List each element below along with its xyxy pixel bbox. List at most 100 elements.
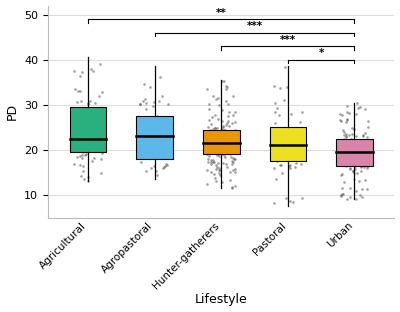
Point: [343, 133, 349, 138]
Text: **: **: [216, 8, 226, 18]
Point: [156, 99, 162, 104]
Point: [221, 138, 227, 143]
Point: [271, 201, 278, 206]
Point: [337, 150, 343, 155]
Point: [94, 148, 100, 153]
Point: [226, 110, 232, 115]
Point: [208, 144, 214, 149]
Text: ***: ***: [246, 21, 262, 31]
Point: [85, 101, 91, 106]
Point: [218, 139, 224, 144]
Point: [229, 185, 235, 190]
Point: [271, 165, 278, 170]
Point: [157, 74, 164, 79]
Point: [361, 154, 367, 159]
Point: [230, 144, 237, 149]
Point: [226, 124, 232, 129]
Point: [350, 156, 356, 161]
Point: [358, 151, 364, 156]
Point: [70, 124, 77, 129]
Point: [210, 131, 216, 136]
Point: [281, 98, 287, 103]
Point: [343, 135, 349, 140]
Point: [349, 144, 356, 149]
Point: [276, 147, 282, 152]
Point: [207, 148, 214, 153]
Point: [224, 131, 231, 136]
Point: [272, 155, 278, 160]
Point: [230, 140, 236, 145]
Point: [212, 126, 218, 131]
Point: [354, 151, 361, 156]
Point: [223, 147, 229, 152]
Point: [361, 165, 367, 170]
Text: ***: ***: [280, 35, 296, 45]
Point: [86, 117, 92, 122]
Point: [225, 118, 232, 123]
Point: [273, 177, 279, 182]
Point: [83, 135, 89, 140]
Point: [292, 164, 298, 169]
Point: [354, 170, 360, 175]
Point: [355, 106, 362, 111]
Point: [291, 144, 298, 149]
Point: [337, 153, 343, 158]
Point: [364, 163, 371, 168]
Point: [209, 136, 216, 141]
Point: [358, 152, 364, 157]
Point: [224, 139, 230, 144]
Point: [212, 166, 219, 171]
Point: [216, 170, 222, 175]
Point: [361, 150, 368, 155]
Point: [205, 157, 212, 162]
Point: [94, 124, 100, 129]
Point: [207, 143, 213, 148]
Point: [225, 138, 231, 143]
Point: [79, 137, 86, 142]
Point: [215, 117, 221, 122]
Point: [357, 138, 364, 143]
Point: [275, 149, 281, 154]
Point: [207, 131, 213, 136]
Point: [337, 112, 343, 117]
Point: [204, 87, 210, 92]
Point: [224, 142, 231, 147]
Point: [338, 119, 344, 124]
Point: [362, 159, 369, 164]
Point: [232, 144, 239, 149]
Point: [227, 169, 234, 174]
Point: [96, 94, 103, 99]
Point: [219, 151, 226, 156]
Point: [357, 139, 364, 144]
Point: [232, 169, 238, 174]
Point: [219, 140, 226, 145]
Point: [163, 134, 169, 139]
Point: [364, 134, 370, 139]
Point: [232, 167, 238, 172]
Point: [155, 125, 161, 130]
Point: [153, 168, 159, 173]
Point: [275, 112, 282, 117]
Point: [350, 168, 356, 173]
Point: [350, 126, 357, 131]
Point: [137, 102, 143, 107]
Point: [358, 169, 364, 174]
Point: [218, 149, 224, 154]
Point: [86, 127, 92, 132]
Point: [92, 131, 99, 136]
Point: [360, 142, 366, 147]
Point: [229, 158, 236, 163]
Point: [84, 101, 91, 106]
Point: [342, 120, 349, 125]
Bar: [270, 127, 306, 161]
Point: [154, 113, 160, 118]
Point: [355, 151, 361, 156]
Point: [356, 179, 362, 184]
Point: [283, 141, 290, 146]
Point: [299, 146, 305, 151]
Point: [338, 160, 344, 165]
Point: [347, 166, 353, 171]
Point: [365, 119, 372, 124]
Point: [210, 160, 216, 165]
Point: [223, 139, 230, 144]
